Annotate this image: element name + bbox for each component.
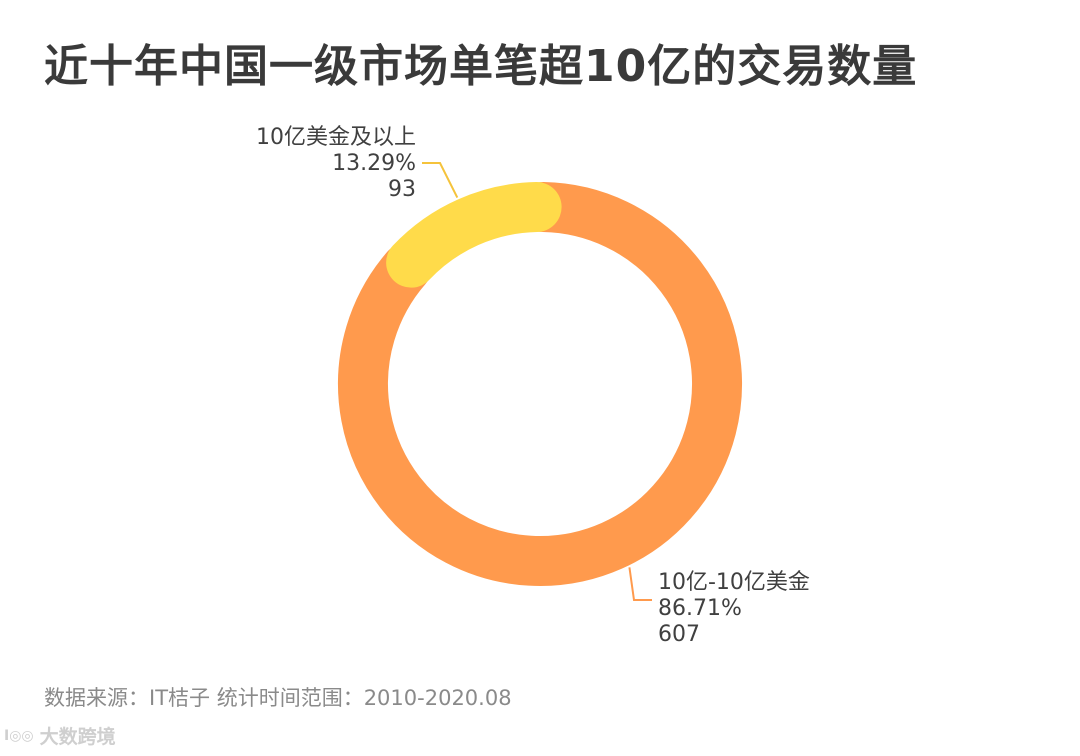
watermark-logo-icon: I◎◎ (4, 727, 34, 744)
slice-value-0: 607 (658, 622, 700, 647)
watermark-text: 大数跨境 (39, 726, 116, 748)
slice-percent-1: 13.29% (332, 151, 416, 176)
slice-label-0: 10亿-10亿美金 (658, 570, 810, 595)
leader-line-1 (422, 162, 459, 198)
slice-label-1: 10亿美金及以上 (256, 125, 416, 150)
donut-slice-0 (338, 182, 742, 586)
watermark: I◎◎ 大数跨境 (4, 722, 116, 749)
data-source-note: 数据来源：IT桔子 统计时间范围：2010-2020.08 (44, 686, 512, 710)
slice-value-1: 93 (388, 177, 416, 202)
donut-slice-1 (386, 182, 562, 288)
chart-title: 近十年中国一级市场单笔超10亿的交易数量 (44, 41, 918, 92)
slice-percent-0: 86.71% (658, 596, 742, 621)
leader-line-0 (628, 567, 652, 601)
